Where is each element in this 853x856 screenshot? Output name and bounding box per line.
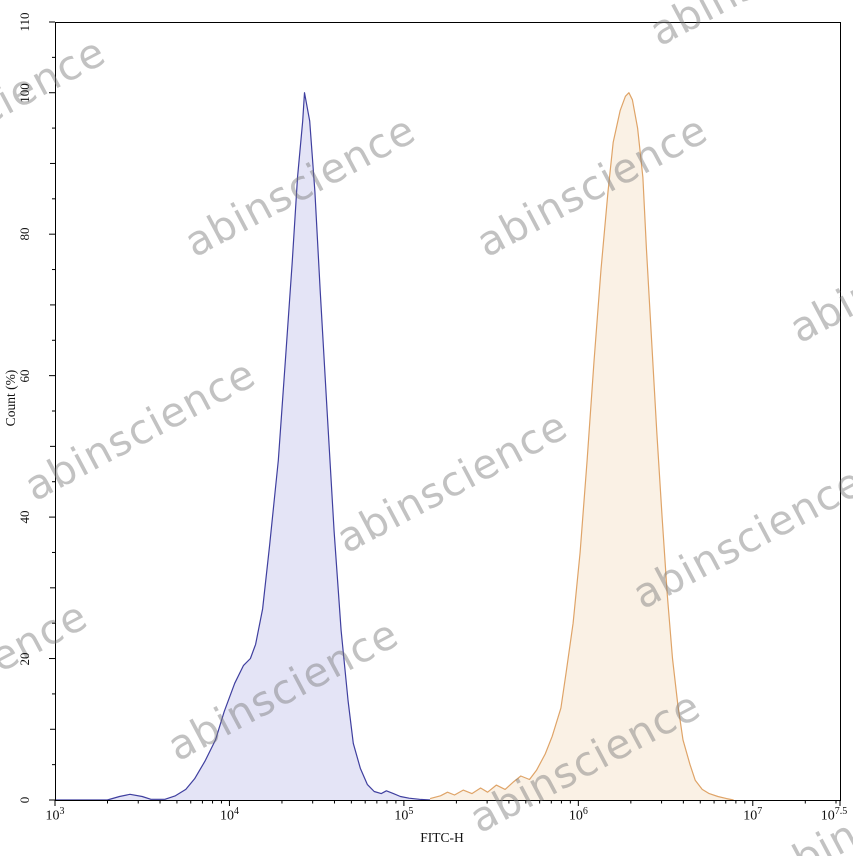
- plot-frame: [55, 22, 841, 801]
- blue-peak-outline: [55, 92, 431, 801]
- orange-peak-outline: [429, 92, 734, 801]
- blue-peak-fill: [55, 92, 431, 800]
- orange-peak-fill: [430, 92, 734, 800]
